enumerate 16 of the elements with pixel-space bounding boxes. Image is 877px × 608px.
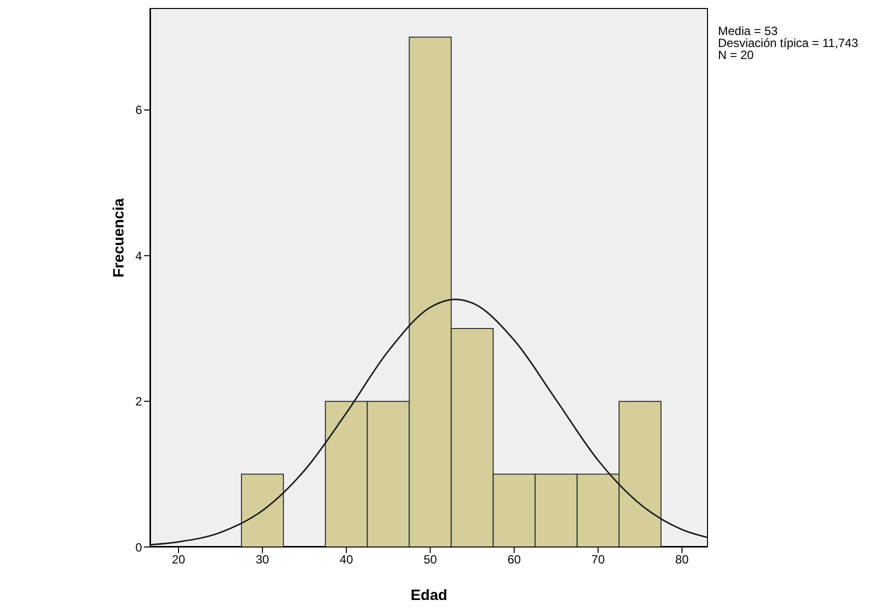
x-axis-title: Edad bbox=[410, 587, 448, 604]
x-tick-label: 70 bbox=[591, 552, 606, 567]
y-tick-label: 0 bbox=[135, 540, 142, 554]
text: Desviación típica = 11,743 bbox=[718, 36, 858, 50]
x-tick-label: 40 bbox=[340, 552, 354, 567]
y-axis-title: Frecuencia bbox=[110, 198, 128, 278]
x-tick-label: 60 bbox=[507, 552, 522, 567]
text: N = 20 bbox=[718, 48, 755, 62]
x-tick-label: 30 bbox=[256, 552, 270, 567]
x-tick-label: 80 bbox=[675, 552, 689, 567]
x-tick-label: 20 bbox=[172, 552, 186, 567]
x-tick-label: 50 bbox=[424, 552, 438, 567]
y-tick-label: 4 bbox=[135, 248, 142, 263]
y-tick-label: 2 bbox=[135, 394, 142, 409]
text: Media = 53 bbox=[718, 24, 779, 38]
y-tick-label: 6 bbox=[135, 103, 142, 118]
